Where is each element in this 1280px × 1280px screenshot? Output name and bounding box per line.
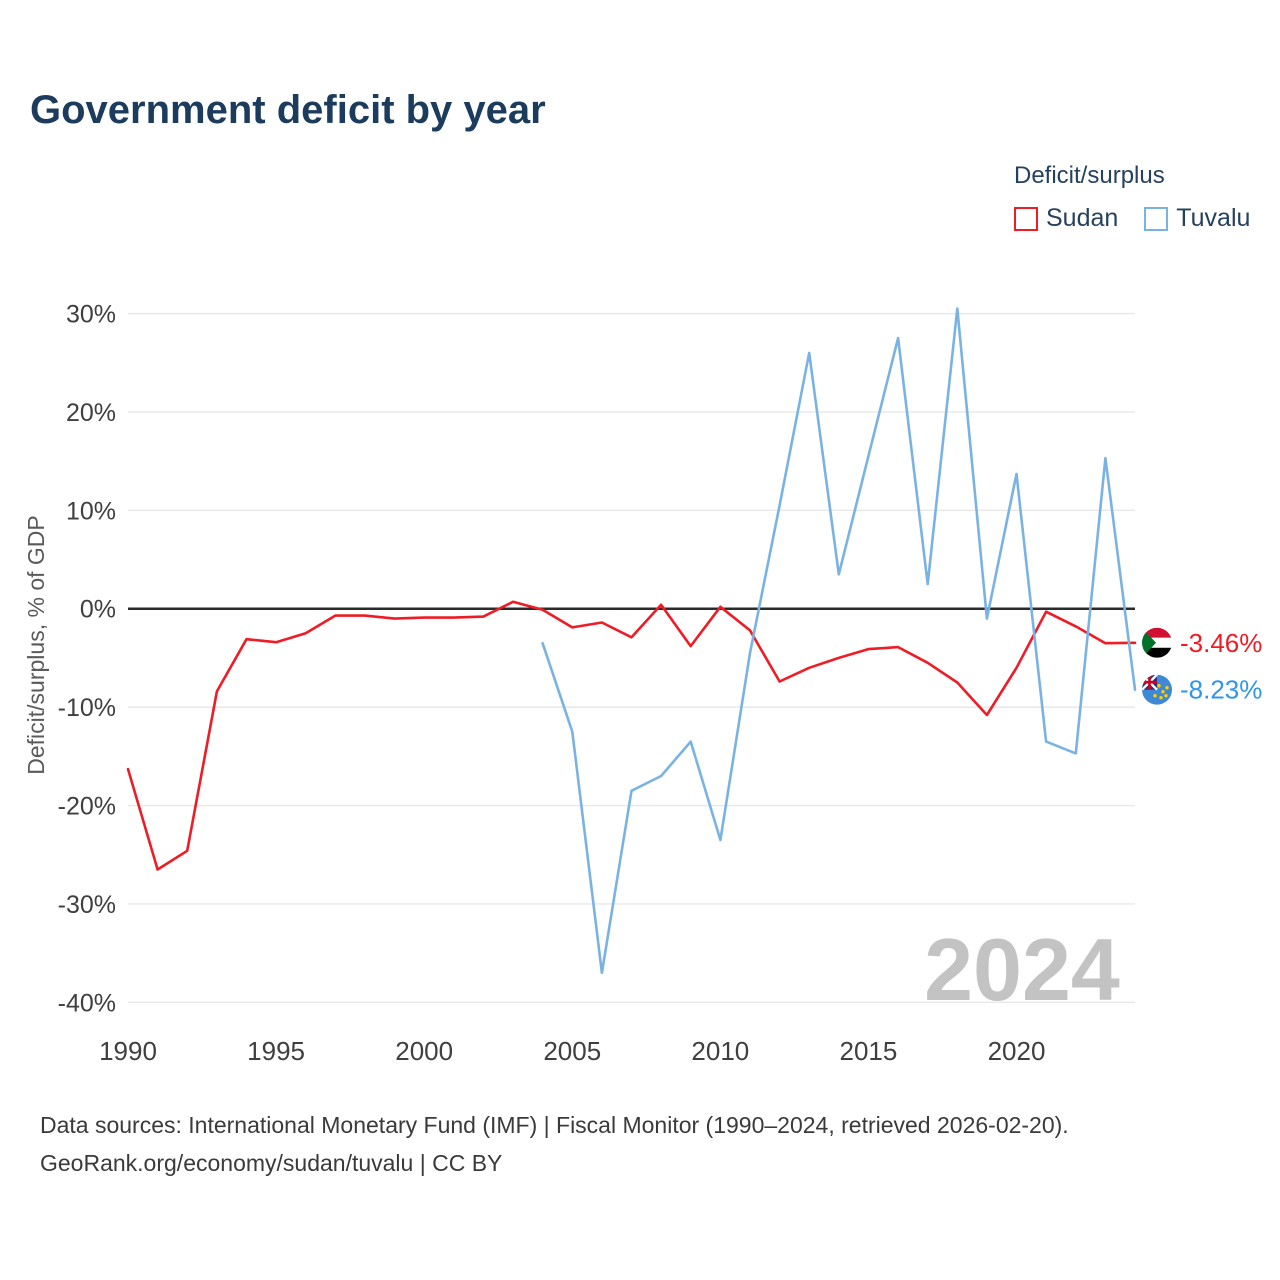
y-tick-label: -40% bbox=[58, 989, 116, 1017]
legend-label-tuvalu: Tuvalu bbox=[1176, 204, 1251, 232]
x-tick-label: 1995 bbox=[247, 1036, 305, 1066]
series-line-tuvalu bbox=[541, 307, 1137, 975]
legend-label-sudan: Sudan bbox=[1046, 204, 1119, 232]
series-line-sudan bbox=[126, 600, 1137, 871]
y-tick-label: 0% bbox=[80, 596, 116, 624]
legend-items: Sudan Tuvalu bbox=[1014, 204, 1264, 233]
y-tick-label: 10% bbox=[66, 497, 116, 525]
sudan-flag-icon bbox=[1142, 627, 1172, 658]
x-tick-label: 2000 bbox=[395, 1036, 453, 1066]
x-tick-label: 2020 bbox=[988, 1036, 1046, 1066]
end-label-sudan: -3.46% bbox=[1180, 628, 1262, 658]
watermark-year: 2024 bbox=[924, 920, 1120, 1019]
legend-item-sudan: Sudan bbox=[1014, 204, 1118, 233]
y-axis-label: Deficit/surplus, % of GDP bbox=[23, 515, 49, 774]
legend-title: Deficit/surplus bbox=[1014, 162, 1165, 189]
legend-swatch-tuvalu bbox=[1144, 206, 1169, 231]
legend-swatch-sudan bbox=[1014, 206, 1038, 231]
x-tick-label: 2010 bbox=[691, 1036, 749, 1066]
y-tick-label: 30% bbox=[66, 301, 116, 329]
x-tick-label: 2005 bbox=[543, 1036, 601, 1066]
end-label-tuvalu: -8.23% bbox=[1180, 675, 1262, 705]
y-tick-label: -20% bbox=[58, 793, 116, 821]
x-tick-label: 1990 bbox=[99, 1036, 157, 1066]
y-tick-label: -30% bbox=[58, 891, 116, 919]
y-tick-label: 20% bbox=[66, 399, 116, 427]
legend-item-tuvalu: Tuvalu bbox=[1144, 204, 1250, 233]
footer-line-2: GeoRank.org/economy/sudan/tuvalu | CC BY bbox=[40, 1150, 503, 1176]
x-tick-label: 2015 bbox=[840, 1036, 898, 1066]
footer-line-1: Data sources: International Monetary Fun… bbox=[40, 1112, 1069, 1138]
y-tick-label: -10% bbox=[58, 694, 116, 722]
data-sources-footer: Data sources: International Monetary Fun… bbox=[40, 1106, 1069, 1182]
tuvalu-flag-icon bbox=[1142, 674, 1172, 705]
legend: Deficit/surplus Sudan Tuvalu bbox=[1014, 162, 1264, 233]
page-title: Government deficit by year bbox=[30, 88, 546, 132]
